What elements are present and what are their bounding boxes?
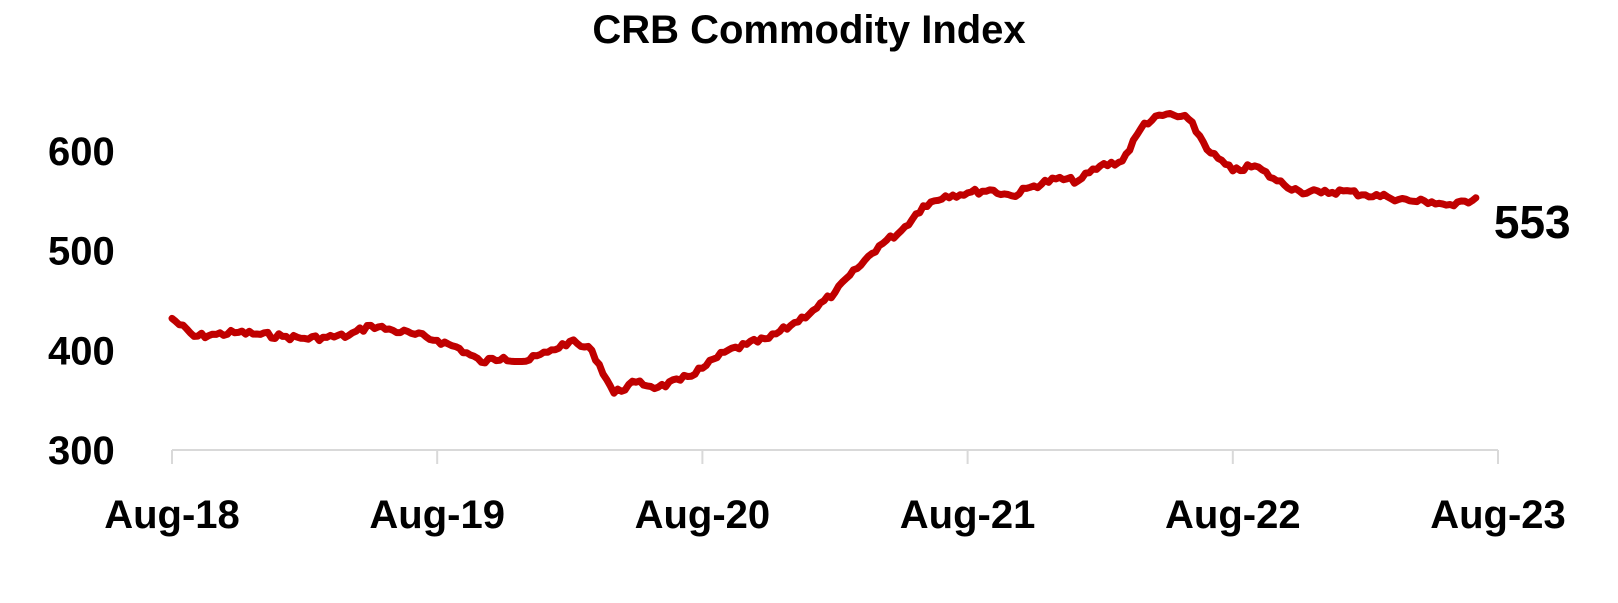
x-tick-label: Aug-23: [1430, 493, 1566, 537]
x-tick-label: Aug-20: [635, 493, 771, 537]
end-value-label: 553: [1494, 196, 1571, 248]
end-label-layer: 553: [1494, 196, 1571, 248]
x-tick-label: Aug-18: [104, 493, 240, 537]
x-axis: [171, 449, 1499, 464]
x-axis-tick-labels: Aug-18 Aug-19 Aug-20 Aug-21 Aug-22 Aug-23: [104, 493, 1566, 537]
series-layer: [168, 110, 1480, 397]
y-tick-label: 300: [48, 429, 115, 473]
y-axis-tick-labels: 300 400 500 600: [48, 130, 115, 473]
chart-title: CRB Commodity Index: [592, 8, 1026, 52]
y-tick-label: 600: [48, 130, 115, 174]
x-tick-label: Aug-21: [900, 493, 1036, 537]
x-tick-label: Aug-22: [1165, 493, 1301, 537]
x-tick-label: Aug-19: [369, 493, 505, 537]
series-line-crb-index: [168, 110, 1480, 397]
y-tick-label: 400: [48, 329, 115, 373]
y-tick-label: 500: [48, 230, 115, 274]
